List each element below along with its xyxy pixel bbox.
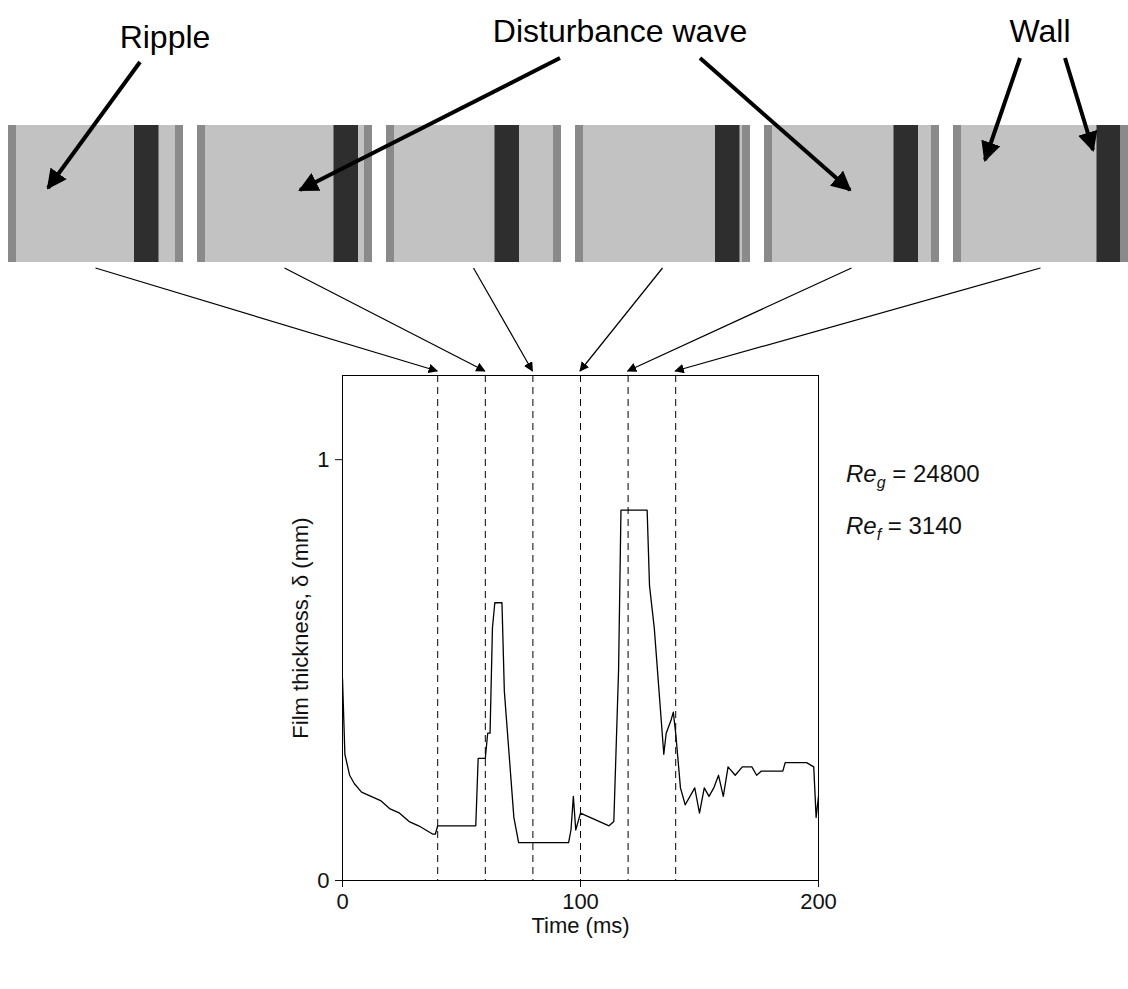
svg-text:200: 200 — [800, 889, 837, 914]
svg-text:100: 100 — [562, 889, 599, 914]
svg-text:Disturbance wave: Disturbance wave — [493, 13, 747, 49]
svg-text:Film thickness, δ (mm): Film thickness, δ (mm) — [288, 517, 313, 738]
svg-text:Wall: Wall — [1009, 13, 1070, 49]
svg-text:1: 1 — [317, 447, 329, 472]
html-text:Reg= 24800: Reg= 24800 — [846, 460, 980, 491]
html-text:Ref= 3140: Ref= 3140 — [846, 512, 962, 543]
svg-text:Ripple: Ripple — [120, 19, 211, 55]
svg-text:Time (ms): Time (ms) — [531, 913, 629, 938]
svg-text:0: 0 — [317, 868, 329, 893]
svg-text:0: 0 — [336, 889, 348, 914]
